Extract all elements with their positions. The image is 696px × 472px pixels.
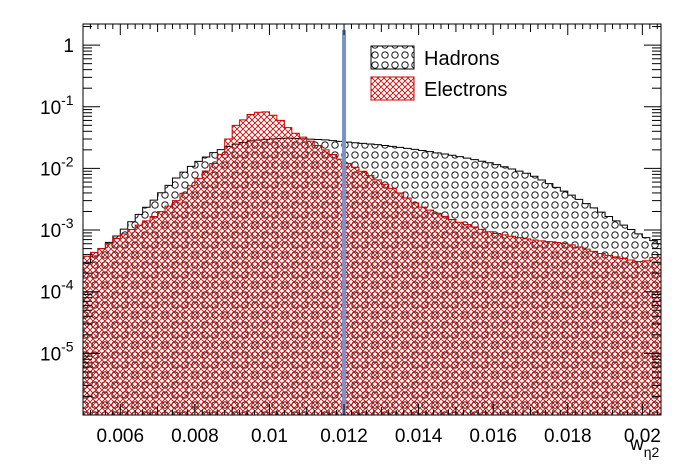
legend-label-electrons: Electrons	[424, 79, 507, 101]
y-tick-base: 10	[40, 159, 61, 180]
x-tick-label: 0.01	[251, 426, 288, 447]
x-axis-title: wη2	[629, 434, 660, 460]
legend-swatch-electrons	[370, 76, 415, 101]
x-tick-label: 0.016	[469, 426, 517, 447]
x-tick-label: 0.018	[544, 426, 592, 447]
y-tick-base: 10	[40, 221, 61, 242]
y-tick-exponent: -5	[61, 338, 74, 354]
y-tick-label: 10-1	[40, 92, 74, 119]
x-tick-label: 0.008	[171, 426, 219, 447]
y-tick-label: 10-2	[40, 153, 74, 180]
y-tick-base: 10	[40, 283, 61, 304]
x-axis-title-main: w	[629, 434, 644, 455]
y-tick-exponent: -4	[61, 277, 74, 293]
legend: Hadrons Electrons	[370, 45, 507, 101]
x-tick-label: 0.012	[320, 426, 368, 447]
x-axis-title-subscript: η2	[644, 444, 660, 460]
plot-frame	[82, 23, 662, 416]
x-tick-label: 0.014	[395, 426, 443, 447]
x-tick-label: 0.02	[624, 426, 661, 447]
y-tick-label: 10-5	[40, 338, 74, 365]
y-tick-exponent: -1	[61, 92, 74, 108]
y-tick-base: 10	[40, 98, 61, 119]
y-tick-label: 10-3	[40, 215, 74, 242]
histogram-electrons	[83, 111, 661, 415]
y-tick-base: 10	[40, 344, 61, 365]
legend-swatch-hadrons	[370, 45, 415, 70]
x-tick-label: 0.006	[97, 426, 145, 447]
y-tick-exponent: -3	[61, 215, 74, 231]
y-tick-exponent: -2	[61, 153, 74, 169]
y-tick-label: 10-4	[40, 277, 74, 304]
axis-ticks: 0.006 0.008 0.01 0.012 0.014 0.016 0.018 0.02 1 1…	[40, 24, 661, 447]
y-tick-label: 1	[63, 36, 74, 57]
series-layer	[83, 111, 661, 415]
legend-label-hadrons: Hadrons	[424, 48, 500, 70]
